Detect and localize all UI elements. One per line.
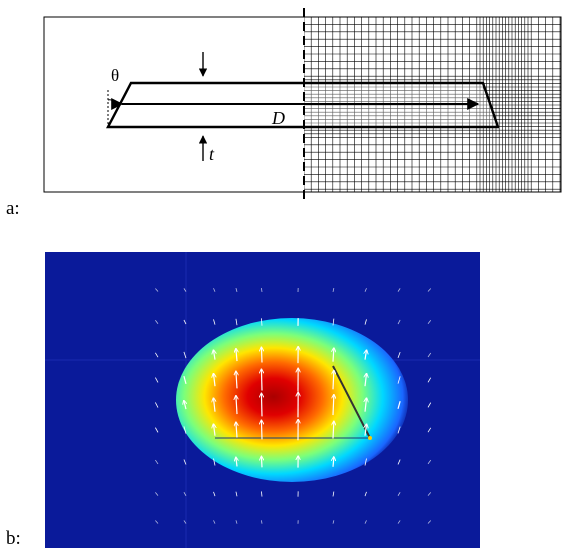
heat-blob bbox=[176, 318, 408, 482]
crack-tip-marker bbox=[368, 436, 372, 440]
crack-parallelogram bbox=[106, 81, 500, 129]
thickness-t-symbol: t bbox=[209, 144, 215, 164]
panel-b-field-plot bbox=[45, 252, 480, 548]
panel-label-a: a: bbox=[6, 198, 20, 219]
panel-a-diagram: θ D t bbox=[43, 8, 562, 202]
panel-label-b: b: bbox=[6, 528, 21, 549]
length-D-symbol: D bbox=[271, 108, 285, 128]
vector-field bbox=[155, 287, 432, 524]
theta-symbol: θ bbox=[111, 66, 119, 85]
